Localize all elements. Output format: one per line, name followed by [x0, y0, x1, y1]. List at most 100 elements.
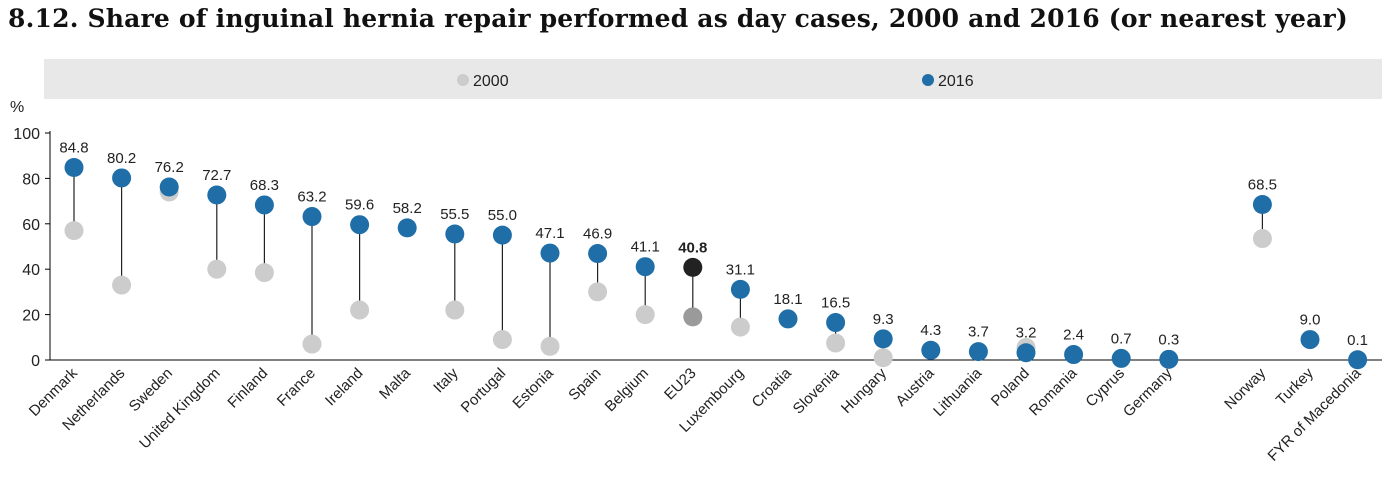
category-label-poland: Poland	[988, 365, 1033, 410]
value-label-norway: 68.5	[1248, 177, 1277, 194]
dot-2016-portugal	[492, 225, 512, 245]
value-label-portugal: 55.0	[488, 207, 517, 224]
legend-marker-2016	[922, 74, 934, 86]
value-label-romania: 2.4	[1063, 327, 1084, 344]
legend-background	[44, 59, 1382, 99]
point-group-cyprus: 0.7 Cyprus	[1082, 330, 1131, 410]
dot-2000-united-kingdom	[207, 259, 227, 279]
value-label-france: 63.2	[297, 189, 326, 206]
dot-2016-cyprus	[1111, 348, 1131, 368]
category-label-germany: Germany	[1120, 364, 1176, 420]
dot-2000-hungary	[873, 348, 893, 368]
point-group-malta: 58.2 Malta	[376, 200, 422, 403]
value-label-italy: 55.5	[440, 206, 469, 223]
value-label-spain: 46.9	[583, 226, 612, 243]
chart-title: 8.12. Share of inguinal hernia repair pe…	[8, 4, 1348, 33]
category-label-estonia: Estonia	[509, 364, 557, 412]
value-label-poland: 3.2	[1016, 325, 1037, 342]
dot-2000-finland	[254, 263, 274, 283]
value-label-slovenia: 16.5	[821, 295, 850, 312]
point-group-finland: 68.3 Finland	[224, 177, 279, 412]
dot-2016-spain	[588, 244, 608, 264]
dot-2000-ireland	[350, 300, 370, 320]
dot-2016-hungary	[873, 329, 893, 349]
category-label-croatia: Croatia	[749, 364, 796, 411]
value-label-turkey: 9.0	[1300, 312, 1321, 329]
y-tick-label: 60	[22, 217, 40, 234]
category-label-france: France	[274, 365, 319, 410]
dot-2016-croatia	[778, 309, 798, 329]
point-group-united-kingdom: 72.7 United Kingdom	[136, 167, 231, 452]
point-group-hungary: 9.3 Hungary	[838, 311, 894, 417]
category-label-portugal: Portugal	[458, 365, 510, 417]
point-group-italy: 55.5 Italy	[430, 206, 469, 396]
point-group-norway: 68.5 Norway	[1221, 177, 1277, 413]
y-tick-label: 0	[31, 353, 40, 370]
dot-2016-italy	[445, 224, 465, 244]
category-label-turkey: Turkey	[1273, 364, 1317, 408]
dot-2000-luxembourg	[730, 317, 750, 337]
value-label-malta: 58.2	[393, 200, 422, 217]
point-group-poland: 3.2 Poland	[988, 325, 1037, 410]
value-label-hungary: 9.3	[873, 311, 894, 328]
point-group-estonia: 47.1 Estonia	[509, 225, 564, 412]
point-group-austria: 4.3 Austria	[893, 322, 942, 410]
legend-label-2000: 2000	[473, 73, 509, 90]
value-label-luxembourg: 31.1	[726, 261, 755, 278]
dot-2000-belgium	[635, 305, 655, 325]
dot-2016-malta	[397, 218, 417, 238]
value-label-denmark: 84.8	[59, 140, 88, 157]
value-label-ireland: 59.6	[345, 197, 374, 214]
category-label-united-kingdom: United Kingdom	[136, 365, 223, 452]
category-label-italy: Italy	[430, 364, 462, 396]
dot-2000-spain	[588, 282, 608, 302]
y-axis-unit-label: %	[10, 99, 24, 116]
dot-2016-belgium	[635, 257, 655, 277]
point-group-portugal: 55.0 Portugal	[458, 207, 517, 416]
category-label-norway: Norway	[1221, 364, 1269, 412]
value-label-belgium: 41.1	[631, 239, 660, 256]
point-group-eu23: 40.8 EU23	[661, 239, 707, 403]
category-label-fyr-of-macedonia: FYR of Macedonia	[1265, 364, 1365, 464]
y-tick-label: 20	[22, 308, 40, 325]
dot-2016-netherlands	[112, 168, 132, 188]
dot-2016-germany	[1159, 349, 1179, 369]
value-label-finland: 68.3	[250, 177, 279, 194]
dot-2000-portugal	[492, 330, 512, 350]
dot-2016-united-kingdom	[207, 185, 227, 205]
dot-2000-estonia	[540, 336, 560, 356]
dot-2016-poland	[1016, 343, 1036, 363]
dot-2000-eu23	[683, 307, 703, 327]
dot-2000-denmark	[64, 221, 84, 241]
value-label-estonia: 47.1	[535, 225, 564, 242]
value-label-fyr-of-macedonia: 0.1	[1347, 332, 1368, 349]
category-label-romania: Romania	[1026, 364, 1081, 419]
dot-2000-france	[302, 334, 322, 354]
value-label-united-kingdom: 72.7	[202, 167, 231, 184]
category-label-slovenia: Slovenia	[790, 364, 843, 417]
category-label-ireland: Ireland	[322, 365, 366, 409]
category-label-austria: Austria	[893, 364, 938, 409]
value-label-croatia: 18.1	[773, 291, 802, 308]
dot-2016-fyr-of-macedonia	[1348, 350, 1368, 370]
dot-2016-eu23	[683, 257, 703, 277]
category-label-malta: Malta	[376, 364, 414, 402]
y-tick-label: 100	[13, 126, 40, 143]
y-tick-label: 40	[22, 262, 40, 279]
y-axis: % 0 20 40 60 80 100	[10, 99, 1382, 370]
point-group-ireland: 59.6 Ireland	[322, 197, 374, 410]
point-group-belgium: 41.1 Belgium	[602, 239, 660, 415]
dot-2016-norway	[1252, 195, 1272, 215]
dot-2000-italy	[445, 300, 465, 320]
category-label-belgium: Belgium	[602, 365, 652, 415]
legend-marker-2000	[457, 74, 469, 86]
dot-2016-luxembourg	[730, 279, 750, 299]
dot-2000-norway	[1252, 229, 1272, 249]
dot-2016-finland	[254, 195, 274, 215]
dot-2016-ireland	[350, 215, 370, 235]
legend-label-2016: 2016	[938, 73, 974, 90]
dot-2016-romania	[1064, 345, 1084, 365]
